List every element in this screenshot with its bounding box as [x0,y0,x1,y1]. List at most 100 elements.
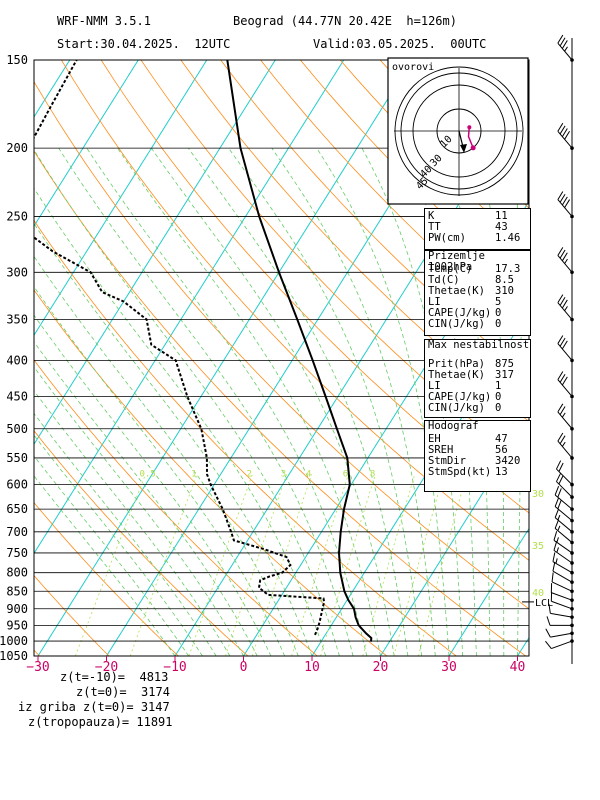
station-label: Beograd (44.77N 20.42E h=126m) [233,14,457,28]
wind-barb-flag [561,376,568,386]
surface-row: CAPE(J/kg) 0 [425,308,530,319]
moist-adiabat-line [271,147,436,656]
wind-barb [554,519,574,545]
dry-adiabat-line [34,359,318,656]
wind-barb [554,497,574,523]
wind-barb [557,403,574,431]
wind-barb [557,294,574,322]
pressure-tick-label: 500 [6,422,28,436]
temp-tick-label: −10 [163,660,186,675]
moist-adiabat-line [34,341,258,656]
hodograf-key: StmSpd(kt) [428,466,492,478]
indices-row: TT 43 [425,222,530,233]
wind-barb [557,371,574,399]
temp-tick-label: −20 [95,660,118,675]
wind-barb-flag [545,628,551,638]
moist-adiabat-line [117,147,381,656]
wind-barb-flag [564,199,570,208]
wind-barb-flag [553,541,558,551]
wind-barb-halfflag [561,441,566,447]
surface-value: 0 [495,318,502,330]
surface-value: 310 [495,285,514,297]
wind-barb-staff [556,481,573,498]
surface-row: CIN(J/kg) 0 [425,319,530,330]
valid-time-label: Valid:03.05.2025. 00UTC [313,37,487,51]
wind-barb [557,191,574,219]
surface-key: CIN(J/kg) [428,318,485,330]
pressure-tick-label: 1050 [0,649,28,663]
moist-adiabat-line [34,412,217,656]
wind-barb-flag [553,531,558,541]
wind-barb [552,561,574,584]
wind-barb-flag [557,335,564,344]
wind-barb-flag [557,34,564,44]
isotherm-line [380,418,529,656]
hodograph-title: ovorovi [392,62,434,73]
maxinst-key: Prit(hPa) [428,358,485,370]
wind-barb-flag [548,603,551,614]
mixing-ratio-line [225,474,287,656]
pressure-tick-label: 600 [6,478,28,492]
moist-adiabat-line [228,147,422,656]
surface-box: Prizemlje 1002hPa Temp(C) 17.3 Td(C) 8.5 The… [424,250,531,336]
wind-barb-flag [551,572,554,583]
mixing-ratio-label: 0.5 [140,469,156,479]
hodograf-value: 47 [495,433,508,445]
moist-adiabat-line [34,187,327,656]
indices-value: 43 [495,221,508,233]
pressure-tick-label: 550 [6,451,28,465]
wind-barb-flag [559,37,566,47]
hodograf-row: StmDir 3420 [425,456,530,467]
wind-barb-flag [558,475,564,485]
mixing-ratio-label: 8 [370,469,375,479]
pressure-tick-label: 250 [6,209,28,223]
max-instability-title: Max nestabilnost [428,339,530,351]
wind-barb-staff [552,570,573,583]
wind-barb-flag [561,252,568,262]
dry-adiabat-line [140,60,529,468]
wind-barb-flag [561,299,568,309]
isotherm-line [34,60,139,228]
wind-barb-flag [559,296,566,306]
temp-tick-label: −30 [26,660,49,675]
maxinst-key: Thetae(K) [428,369,485,381]
isotherm-line [586,60,600,656]
wind-barb-flag [554,508,560,518]
mixing-ratio-label: 3 [281,469,286,479]
moist-adiabat-line [34,314,272,656]
wind-barb [553,541,574,565]
wind-barb-flag [559,125,566,135]
wind-barb [555,460,574,487]
maxinst-row: Thetae(K) 317 [425,370,530,381]
wind-barb [557,122,574,150]
wind-barb-staff [557,440,573,459]
wind-barb [554,485,574,511]
moist-adiabat-line [58,147,354,656]
mixing-ratio-line [291,474,349,656]
mixing-ratio-line [75,474,146,656]
wind-barb-halfflag [557,514,561,521]
dewpoint-profile [34,60,326,636]
bottom-line-1: z(t=-10)= 4813 [60,670,169,684]
wind-barb-staff [554,517,573,533]
wind-barb-flag [552,561,556,572]
isotherm-line [0,60,1,656]
maxinst-key: CAPE(J/kg) [428,391,492,403]
mixing-ratio-line [418,474,468,656]
wind-barb-flag [557,499,562,509]
wind-barb-flag [559,435,566,445]
moist-adiabat-line [34,286,285,656]
surface-key: LI [428,296,441,308]
maxinst-key: CIN(J/kg) [428,402,485,414]
maxinst-row: CAPE(J/kg) 0 [425,392,530,403]
wind-barb-staff [551,600,573,610]
surface-value: 8.5 [495,274,514,286]
wind-barb-flag [552,552,556,562]
wind-barb-halfflag [557,525,561,531]
wind-barb-flag [559,406,566,415]
pressure-tick-label: 200 [6,141,28,155]
indices-value: 1.46 [495,232,521,244]
isotherm-line [34,60,208,337]
maxinst-value: 0 [495,402,502,414]
wind-barb-flag [555,460,562,470]
